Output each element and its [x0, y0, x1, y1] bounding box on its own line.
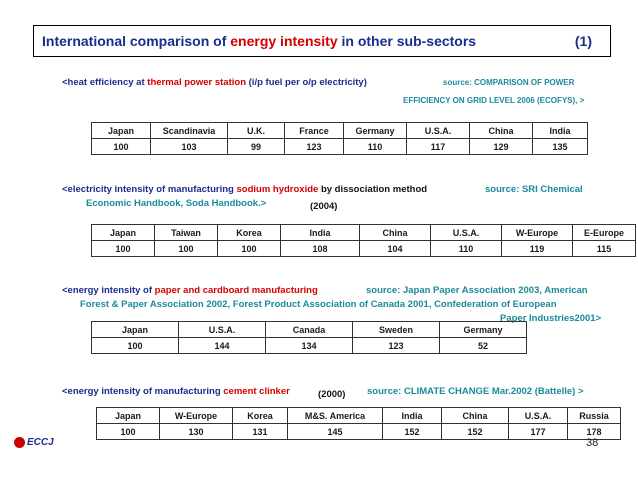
table-cell: 145	[287, 423, 383, 440]
table-cell: 115	[572, 240, 636, 257]
section1-heading: <heat efficiency at thermal power statio…	[62, 77, 367, 88]
table-cell: 100	[96, 423, 160, 440]
table-header-row: Japan Scandinavia U.K. France Germany U.…	[91, 122, 588, 139]
table-cell: U.K.	[227, 122, 285, 139]
section3-source-line2: Forest & Paper Association 2002, Forest …	[80, 299, 557, 310]
table-cell: Canada	[265, 321, 353, 338]
section2-table: Japan Taiwan Korea India China U.S.A. W-…	[91, 224, 636, 257]
table-cell: France	[284, 122, 344, 139]
title-part-3: in other sub-sectors	[337, 33, 477, 49]
table-cell: Scandinavia	[150, 122, 228, 139]
table-cell: 152	[441, 423, 509, 440]
section4-heading: <energy intensity of manufacturing cemen…	[62, 386, 290, 397]
table-cell: 123	[352, 337, 440, 354]
table-value-row: 100 130 131 145 152 152 177 178	[96, 423, 621, 440]
table-cell: 100	[91, 337, 179, 354]
table-cell: Sweden	[352, 321, 440, 338]
table-cell: 178	[567, 423, 621, 440]
table-cell: Germany	[343, 122, 407, 139]
eccj-logo: ECCJ	[14, 437, 54, 448]
table-value-row: 100 144 134 123 52	[91, 337, 527, 354]
table-cell: U.S.A.	[430, 224, 502, 241]
table-cell: Japan	[96, 407, 160, 424]
table-header-row: Japan W-Europe Korea M&S. America India …	[96, 407, 621, 424]
table-cell: China	[441, 407, 509, 424]
table-header-row: Japan Taiwan Korea India China U.S.A. W-…	[91, 224, 636, 241]
section1-source-line2: EFFICIENCY ON GRID LEVEL 2006 (ECOFYS), …	[403, 96, 585, 105]
table-cell: India	[532, 122, 588, 139]
logo-text: ECCJ	[27, 437, 54, 448]
section2-heading: <electricity intensity of manufacturing …	[62, 184, 428, 195]
table-cell: 100	[217, 240, 281, 257]
table-cell: 99	[227, 138, 285, 155]
table-cell: W-Europe	[159, 407, 233, 424]
table-cell: Russia	[567, 407, 621, 424]
section2-year: (2004)	[310, 201, 338, 212]
section3-source: source: Japan Paper Association 2003, Am…	[366, 285, 588, 296]
table-cell: 144	[178, 337, 266, 354]
table-cell: 104	[359, 240, 431, 257]
section1-source: source: COMPARISON OF POWER	[443, 78, 575, 87]
table-cell: 129	[469, 138, 533, 155]
section4-year: (2000)	[318, 389, 346, 400]
table-cell: Japan	[91, 122, 151, 139]
table-cell: 117	[406, 138, 470, 155]
section4-source: source: CLIMATE CHANGE Mar.2002 (Battell…	[367, 386, 584, 397]
table-cell: U.S.A.	[178, 321, 266, 338]
section2-source: source: SRI Chemical	[485, 184, 583, 195]
section3-table: Japan U.S.A. Canada Sweden Germany 100 1…	[91, 321, 527, 354]
table-cell: 119	[501, 240, 573, 257]
table-cell: 123	[284, 138, 344, 155]
table-cell: 100	[91, 240, 155, 257]
title-part-1: International comparison of	[42, 33, 231, 49]
table-cell: 131	[232, 423, 288, 440]
table-cell: 130	[159, 423, 233, 440]
table-cell: 134	[265, 337, 353, 354]
table-cell: W-Europe	[501, 224, 573, 241]
table-cell: Taiwan	[154, 224, 218, 241]
table-cell: 100	[154, 240, 218, 257]
table-cell: Germany	[439, 321, 527, 338]
table-cell: 100	[91, 138, 151, 155]
table-cell: E-Europe	[572, 224, 636, 241]
table-cell: Korea	[232, 407, 288, 424]
table-cell: U.S.A.	[508, 407, 568, 424]
title-number: (1)	[574, 33, 592, 49]
section3-heading: <energy intensity of paper and cardboard…	[62, 285, 318, 296]
table-value-row: 100 103 99 123 110 117 129 135	[91, 138, 588, 155]
table-cell: China	[469, 122, 533, 139]
title-highlight: energy intensity	[230, 33, 338, 49]
table-header-row: Japan U.S.A. Canada Sweden Germany	[91, 321, 527, 338]
slide-title: International comparison of energy inten…	[33, 25, 611, 57]
logo-mark-icon	[14, 437, 25, 448]
table-cell: M&S. America	[287, 407, 383, 424]
table-cell: Japan	[91, 321, 179, 338]
table-cell: 108	[280, 240, 360, 257]
table-cell: 110	[430, 240, 502, 257]
table-cell: Korea	[217, 224, 281, 241]
table-value-row: 100 100 100 108 104 110 119 115	[91, 240, 636, 257]
table-cell: 103	[150, 138, 228, 155]
section4-table: Japan W-Europe Korea M&S. America India …	[96, 407, 621, 440]
table-cell: Japan	[91, 224, 155, 241]
table-cell: India	[382, 407, 442, 424]
table-cell: 135	[532, 138, 588, 155]
table-cell: 52	[439, 337, 527, 354]
section2-source-line2: Economic Handbook, Soda Handbook.>	[86, 198, 267, 209]
table-cell: India	[280, 224, 360, 241]
table-cell: 110	[343, 138, 407, 155]
table-cell: 177	[508, 423, 568, 440]
page-number: 38	[586, 437, 599, 449]
table-cell: 152	[382, 423, 442, 440]
section1-table: Japan Scandinavia U.K. France Germany U.…	[91, 122, 588, 155]
section3-source-line3: Paper Industries2001>	[500, 313, 602, 324]
table-cell: China	[359, 224, 431, 241]
table-cell: U.S.A.	[406, 122, 470, 139]
